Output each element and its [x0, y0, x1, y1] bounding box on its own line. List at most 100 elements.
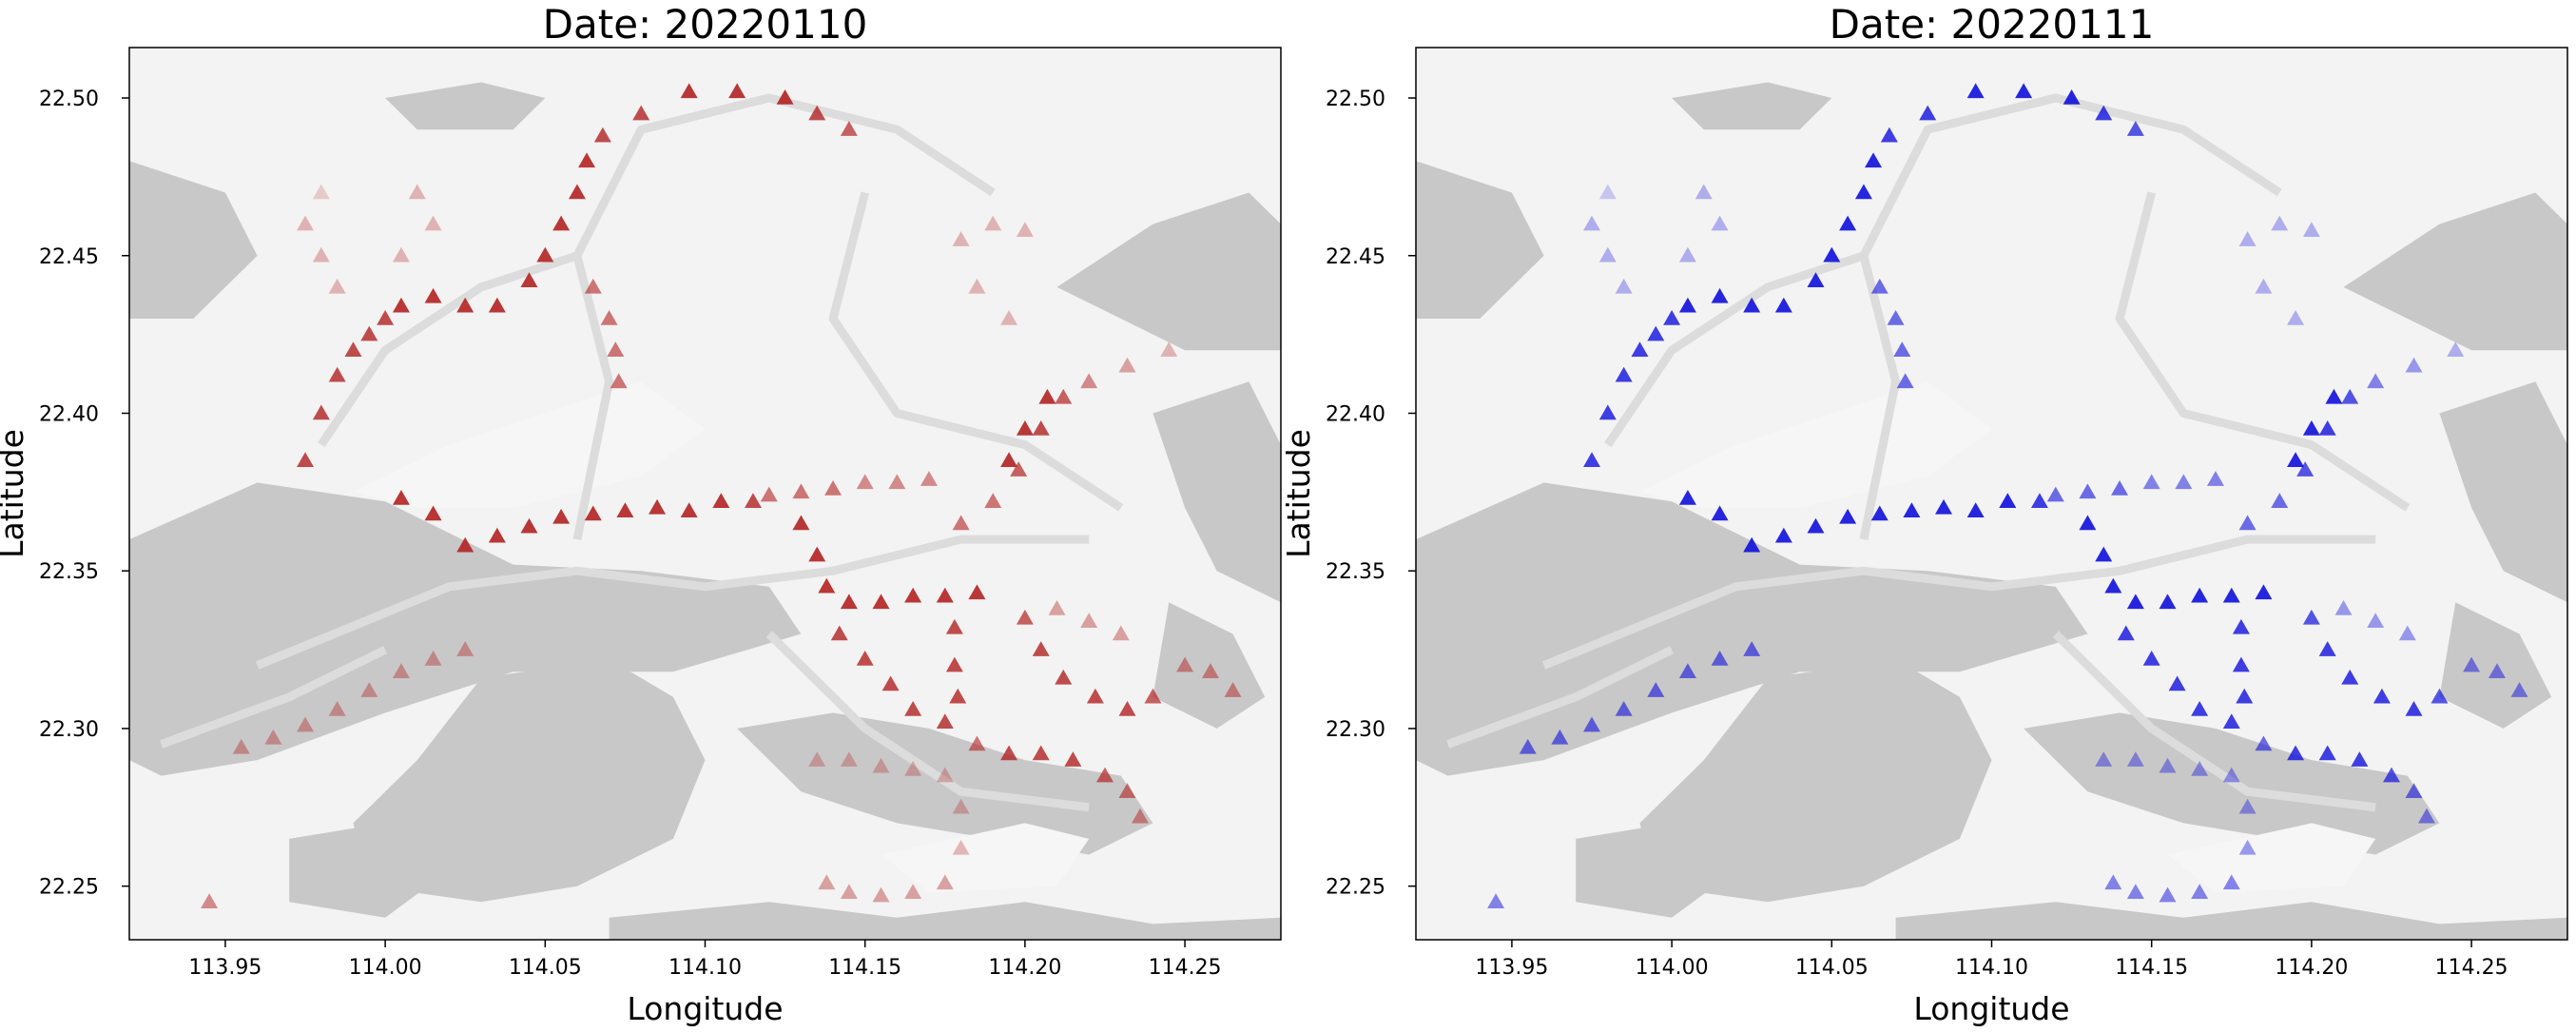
data-point	[408, 184, 426, 200]
data-point	[1519, 738, 1537, 754]
x-tick-label: 114.00	[349, 956, 422, 980]
data-point	[2271, 215, 2289, 231]
y-tick-label: 22.25	[39, 876, 99, 900]
data-point	[232, 738, 250, 754]
basemap-land	[1416, 161, 1544, 319]
data-point	[2463, 656, 2481, 672]
data-point	[312, 184, 330, 200]
basemap-land	[2439, 381, 2567, 603]
data-point	[1919, 105, 1937, 121]
data-point	[2382, 767, 2400, 783]
basemap-area	[353, 381, 706, 508]
data-point	[1774, 297, 1792, 313]
data-point	[1647, 325, 1665, 341]
data-point	[424, 287, 442, 303]
data-point	[2287, 745, 2305, 761]
data-point	[1711, 215, 1729, 231]
data-point	[936, 713, 954, 730]
data-point	[1144, 688, 1162, 704]
data-point	[2296, 461, 2315, 477]
data-point	[1131, 808, 1149, 824]
basemap-road	[2115, 191, 2411, 512]
data-point	[1631, 341, 1649, 357]
data-point	[872, 594, 890, 610]
data-point	[1016, 222, 1034, 237]
chart-panel-1: 113.95 114.00 114.05 114.10 114.15 114.20 114.…	[0, 1, 1282, 1027]
chart-title: Date: 20220110	[543, 1, 868, 48]
data-point	[607, 341, 625, 357]
data-point	[2095, 105, 2113, 121]
data-point	[2341, 388, 2359, 404]
data-point	[360, 682, 378, 697]
data-point	[1678, 246, 1696, 263]
data-point	[2191, 587, 2209, 603]
data-point	[808, 546, 826, 562]
data-point	[456, 536, 475, 553]
y-tick-label: 22.45	[39, 245, 99, 269]
data-point	[952, 798, 970, 814]
data-point	[1038, 388, 1056, 404]
data-point	[2318, 745, 2336, 761]
data-point	[945, 618, 963, 634]
data-point	[632, 105, 650, 121]
data-point	[584, 278, 602, 294]
data-point	[818, 874, 836, 890]
plot-area	[129, 48, 1281, 940]
data-point	[2142, 474, 2160, 490]
data-point	[552, 508, 571, 524]
data-point	[2447, 341, 2465, 357]
data-point	[1055, 388, 1073, 404]
data-point	[1118, 701, 1136, 716]
data-point	[593, 127, 611, 143]
data-point	[1224, 682, 1242, 697]
data-point	[1598, 184, 1617, 200]
x-tick-label: 114.25	[2435, 956, 2508, 980]
data-point	[1903, 502, 1921, 517]
data-point	[984, 215, 1002, 231]
data-point	[1598, 404, 1617, 420]
data-point	[1711, 505, 1729, 521]
data-point	[344, 341, 362, 357]
data-point	[2168, 675, 2186, 691]
data-point	[2325, 388, 2343, 404]
data-point	[2367, 613, 2385, 628]
data-point	[2079, 483, 2097, 499]
data-point	[1080, 613, 1098, 628]
data-point	[392, 246, 410, 263]
data-point	[824, 480, 843, 496]
data-point	[424, 505, 442, 521]
data-point	[1176, 656, 1194, 672]
data-point	[456, 297, 475, 313]
data-point	[1887, 310, 1905, 325]
data-point	[1870, 505, 1888, 521]
chart-panel-2: 113.95 114.00 114.05 114.10 114.15 114.20 114.…	[1280, 1, 2568, 1027]
x-tick-label: 114.05	[1795, 956, 1869, 980]
data-point	[2373, 688, 2391, 704]
data-point	[2222, 874, 2240, 890]
data-point	[520, 517, 538, 534]
x-tick-label: 114.10	[1955, 956, 2028, 980]
data-point	[904, 761, 922, 776]
data-point	[536, 246, 554, 263]
data-point	[744, 493, 762, 509]
data-point	[712, 493, 730, 509]
data-point	[1870, 278, 1888, 294]
data-point	[680, 83, 698, 99]
data-point	[584, 505, 602, 521]
data-point	[1678, 663, 1696, 679]
data-point	[1865, 152, 1883, 168]
basemap-area	[2167, 823, 2376, 893]
data-point	[2318, 641, 2336, 656]
data-point	[2405, 783, 2423, 798]
data-point	[1583, 215, 1601, 231]
data-point	[840, 751, 858, 767]
basemap-land	[1895, 902, 2567, 940]
data-point	[312, 246, 330, 263]
data-point	[1016, 420, 1034, 436]
x-tick-label: 114.20	[2275, 956, 2348, 980]
data-point	[1551, 729, 1569, 745]
data-point	[1615, 701, 1633, 716]
y-tick-label: 22.30	[1326, 718, 1385, 742]
data-point	[552, 215, 571, 231]
basemap-land	[129, 482, 802, 776]
